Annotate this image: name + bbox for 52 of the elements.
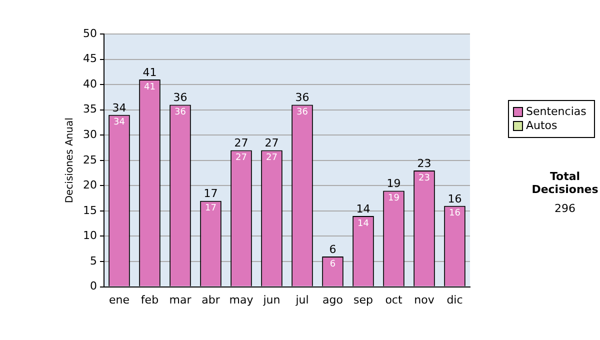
total-label: 36 <box>173 91 188 104</box>
x-tick-label: dic <box>446 293 463 306</box>
x-tick-label: ene <box>108 293 130 306</box>
data-label: 19 <box>388 194 400 204</box>
y-tick-label: 40 <box>82 77 97 90</box>
legend-label: Autos <box>525 119 558 133</box>
data-label: 6 <box>330 259 336 270</box>
total-label: 16 <box>448 192 462 206</box>
data-label: 16 <box>449 208 461 219</box>
data-label: 27 <box>266 153 278 164</box>
data-label: 36 <box>174 108 186 118</box>
y-tick-label: 5 <box>90 254 97 268</box>
y-axis-title: Decisiones Anual <box>64 118 76 204</box>
data-label: 36 <box>296 108 308 118</box>
x-tick-label: jun <box>262 293 280 306</box>
total-label: 36 <box>295 91 310 104</box>
x-tick-label: abr <box>202 293 220 306</box>
y-tick-label: 25 <box>82 153 97 166</box>
total-label: 41 <box>142 66 157 79</box>
x-tick-label: nov <box>414 293 435 306</box>
y-tick-label: 0 <box>90 280 97 293</box>
y-tick-label: 15 <box>82 204 97 217</box>
total-label: 17 <box>204 187 218 200</box>
y-tick-label: 50 <box>82 26 97 40</box>
x-tick-label: mar <box>169 293 192 306</box>
data-label: 17 <box>205 204 216 214</box>
x-tick-label: oct <box>385 293 403 306</box>
total-label: 19 <box>386 177 401 190</box>
y-tick-label: 10 <box>82 229 97 242</box>
data-label: 41 <box>144 82 156 92</box>
total-label: 6 <box>329 242 336 256</box>
text: 296 <box>554 202 576 215</box>
x-tick-label: feb <box>140 293 159 306</box>
x-tick-label: sep <box>354 293 374 306</box>
total-label: 14 <box>356 202 370 216</box>
text: Total Decisiones <box>530 170 600 196</box>
data-label: 23 <box>418 173 430 184</box>
data-label: 14 <box>358 218 370 229</box>
data-label: 34 <box>114 118 126 128</box>
y-tick-label: 30 <box>82 128 97 141</box>
total-label: 23 <box>417 156 432 170</box>
total-label: 27 <box>264 136 279 150</box>
x-tick-label: jul <box>294 293 309 306</box>
y-tick-label: 35 <box>82 102 97 116</box>
x-tick-label: may <box>229 293 254 306</box>
total-label: 34 <box>112 101 126 114</box>
data-label: 27 <box>236 153 247 164</box>
total-label: 27 <box>234 136 248 150</box>
x-tick-label: ago <box>322 293 344 306</box>
y-tick-label: 45 <box>82 52 97 66</box>
y-tick-label: 20 <box>82 178 97 192</box>
legend-label: Sentencias <box>525 105 586 119</box>
